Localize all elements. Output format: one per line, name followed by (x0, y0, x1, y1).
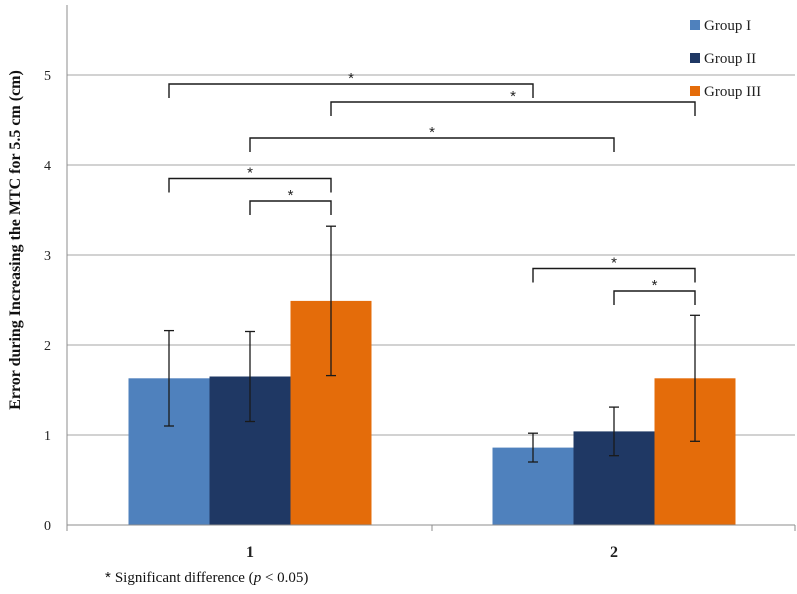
significance-brackets: * * * * * * * (168, 70, 696, 305)
legend-label: Group II (704, 51, 756, 67)
bars (128, 300, 736, 525)
y-tick-label: 4 (44, 159, 51, 174)
footnote-text-before: Significant difference ( (114, 570, 254, 586)
legend-swatch (690, 20, 700, 30)
y-tick-label: 0 (44, 519, 51, 534)
significance-asterisk: * (348, 70, 354, 87)
y-axis-label: Error during Increasing the MTC for 5.5 … (7, 70, 24, 410)
significance-bracket (330, 101, 696, 116)
significance-asterisk: * (510, 88, 516, 105)
significance-asterisk: * (652, 277, 658, 294)
significance-bracket (249, 137, 615, 152)
error-bars (164, 225, 700, 463)
x-tick-label: 2 (610, 544, 618, 561)
footnote-text-after: < 0.05) (261, 570, 309, 586)
significance-bracket (249, 200, 332, 215)
significance-asterisk: * (247, 165, 253, 182)
legend-swatch (690, 53, 700, 63)
footnote: * Significant difference (p < 0.05) (105, 569, 308, 587)
significance-asterisk: * (611, 255, 617, 272)
axes: 0 1 2 3 4 5 1 2 (44, 5, 796, 561)
footnote-p-value-symbol: p (253, 570, 262, 586)
y-tick-label: 2 (44, 339, 51, 354)
legend-swatch (690, 86, 700, 96)
legend-label: Group I (704, 18, 751, 34)
significance-bracket (613, 290, 696, 305)
significance-asterisk: * (429, 124, 435, 141)
significance-bracket (168, 83, 534, 98)
significance-bracket (532, 267, 696, 283)
y-tick-label: 1 (44, 429, 51, 444)
footnote-marker: * (105, 569, 111, 586)
y-tick-label: 5 (44, 69, 51, 84)
significance-asterisk: * (288, 187, 294, 204)
significance-bracket (168, 177, 332, 193)
x-tick-label: 1 (246, 544, 254, 561)
legend: Group I Group II Group III (690, 18, 761, 100)
y-tick-label: 3 (44, 249, 51, 264)
legend-label: Group III (704, 84, 761, 100)
